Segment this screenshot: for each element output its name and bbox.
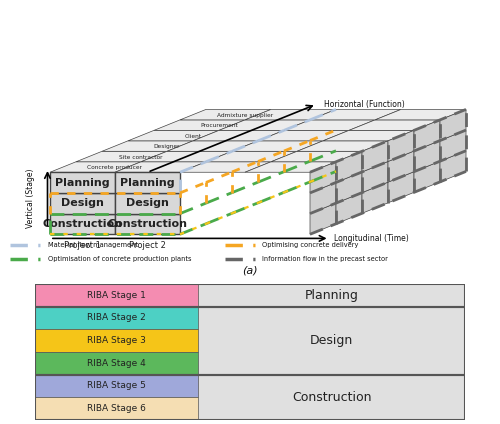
Polygon shape xyxy=(154,120,245,130)
Bar xyxy=(35,329,198,352)
Bar xyxy=(35,307,465,374)
Polygon shape xyxy=(284,120,375,130)
Text: Construction: Construction xyxy=(42,219,122,229)
Text: Designer: Designer xyxy=(154,144,180,149)
Polygon shape xyxy=(271,151,362,162)
Polygon shape xyxy=(115,193,180,214)
Bar xyxy=(35,284,198,307)
Polygon shape xyxy=(115,172,180,193)
Text: RIBA Stage 4: RIBA Stage 4 xyxy=(88,359,146,368)
Polygon shape xyxy=(206,151,297,162)
Text: RIBA Stage 3: RIBA Stage 3 xyxy=(88,336,146,345)
Polygon shape xyxy=(323,130,414,141)
Polygon shape xyxy=(310,203,336,234)
Polygon shape xyxy=(414,141,440,172)
Polygon shape xyxy=(50,193,115,214)
Bar xyxy=(35,284,465,307)
Polygon shape xyxy=(362,182,388,213)
Polygon shape xyxy=(76,151,167,162)
Text: RIBA Stage 5: RIBA Stage 5 xyxy=(88,381,146,391)
Polygon shape xyxy=(102,141,193,151)
Polygon shape xyxy=(336,172,362,203)
Text: Longitudinal (Time): Longitudinal (Time) xyxy=(334,234,409,243)
Text: Planning: Planning xyxy=(120,178,175,187)
Polygon shape xyxy=(115,162,206,172)
Polygon shape xyxy=(375,109,466,120)
Text: Information flow in the precast sector: Information flow in the precast sector xyxy=(262,256,388,262)
Bar xyxy=(35,352,198,374)
Text: Project 2: Project 2 xyxy=(129,241,166,250)
Polygon shape xyxy=(297,141,388,151)
Text: Horizontal (Function): Horizontal (Function) xyxy=(324,100,405,109)
Polygon shape xyxy=(193,130,284,141)
Text: RIBA Stage 6: RIBA Stage 6 xyxy=(88,404,146,413)
Polygon shape xyxy=(414,161,440,192)
Text: Procurement: Procurement xyxy=(200,123,238,128)
Bar xyxy=(198,284,465,307)
Text: RIBA Stage 1: RIBA Stage 1 xyxy=(88,291,146,300)
Polygon shape xyxy=(440,109,466,141)
Polygon shape xyxy=(128,130,219,141)
Polygon shape xyxy=(388,172,414,203)
Text: Planning: Planning xyxy=(55,178,110,187)
Polygon shape xyxy=(388,130,414,162)
Text: (a): (a) xyxy=(242,265,258,275)
Bar xyxy=(198,374,465,420)
Polygon shape xyxy=(388,151,414,182)
Polygon shape xyxy=(258,130,349,141)
Bar xyxy=(198,307,465,374)
Polygon shape xyxy=(50,172,115,193)
Text: RIBA Stage 2: RIBA Stage 2 xyxy=(88,313,146,323)
Polygon shape xyxy=(115,214,180,234)
Polygon shape xyxy=(336,151,362,182)
Polygon shape xyxy=(245,162,336,172)
Text: Project 1: Project 1 xyxy=(64,241,101,250)
Text: Design: Design xyxy=(126,198,169,208)
Polygon shape xyxy=(349,120,440,130)
Text: Vertical (Stage): Vertical (Stage) xyxy=(26,168,35,228)
Polygon shape xyxy=(310,109,401,120)
Polygon shape xyxy=(310,182,336,214)
Polygon shape xyxy=(440,130,466,161)
Bar xyxy=(35,397,198,420)
Text: Optimisation of concrete production plants: Optimisation of concrete production plan… xyxy=(48,256,191,262)
Text: Planning: Planning xyxy=(305,289,358,302)
Polygon shape xyxy=(362,141,388,172)
Text: Construction: Construction xyxy=(108,219,188,229)
Text: Design: Design xyxy=(61,198,104,208)
Polygon shape xyxy=(167,141,258,151)
Polygon shape xyxy=(414,120,440,151)
Text: Design: Design xyxy=(310,334,354,347)
Text: Optimising concrete delivery: Optimising concrete delivery xyxy=(262,242,359,248)
Polygon shape xyxy=(180,109,271,120)
Polygon shape xyxy=(245,109,336,120)
Text: Site contractor: Site contractor xyxy=(120,155,163,159)
Polygon shape xyxy=(219,120,310,130)
Text: Concrete producer: Concrete producer xyxy=(88,165,142,170)
Bar xyxy=(35,307,198,329)
Polygon shape xyxy=(50,214,115,234)
Polygon shape xyxy=(141,151,232,162)
Polygon shape xyxy=(310,162,336,193)
Bar xyxy=(35,374,465,420)
Polygon shape xyxy=(50,162,141,172)
Text: Construction: Construction xyxy=(292,391,372,404)
Polygon shape xyxy=(232,141,323,151)
Bar xyxy=(35,374,198,397)
Text: Admixture supplier: Admixture supplier xyxy=(217,113,273,118)
Text: Material flow management: Material flow management xyxy=(48,242,138,248)
Text: Client: Client xyxy=(184,134,202,139)
Polygon shape xyxy=(362,162,388,192)
Polygon shape xyxy=(440,151,466,182)
Polygon shape xyxy=(336,192,362,224)
Polygon shape xyxy=(180,162,271,172)
